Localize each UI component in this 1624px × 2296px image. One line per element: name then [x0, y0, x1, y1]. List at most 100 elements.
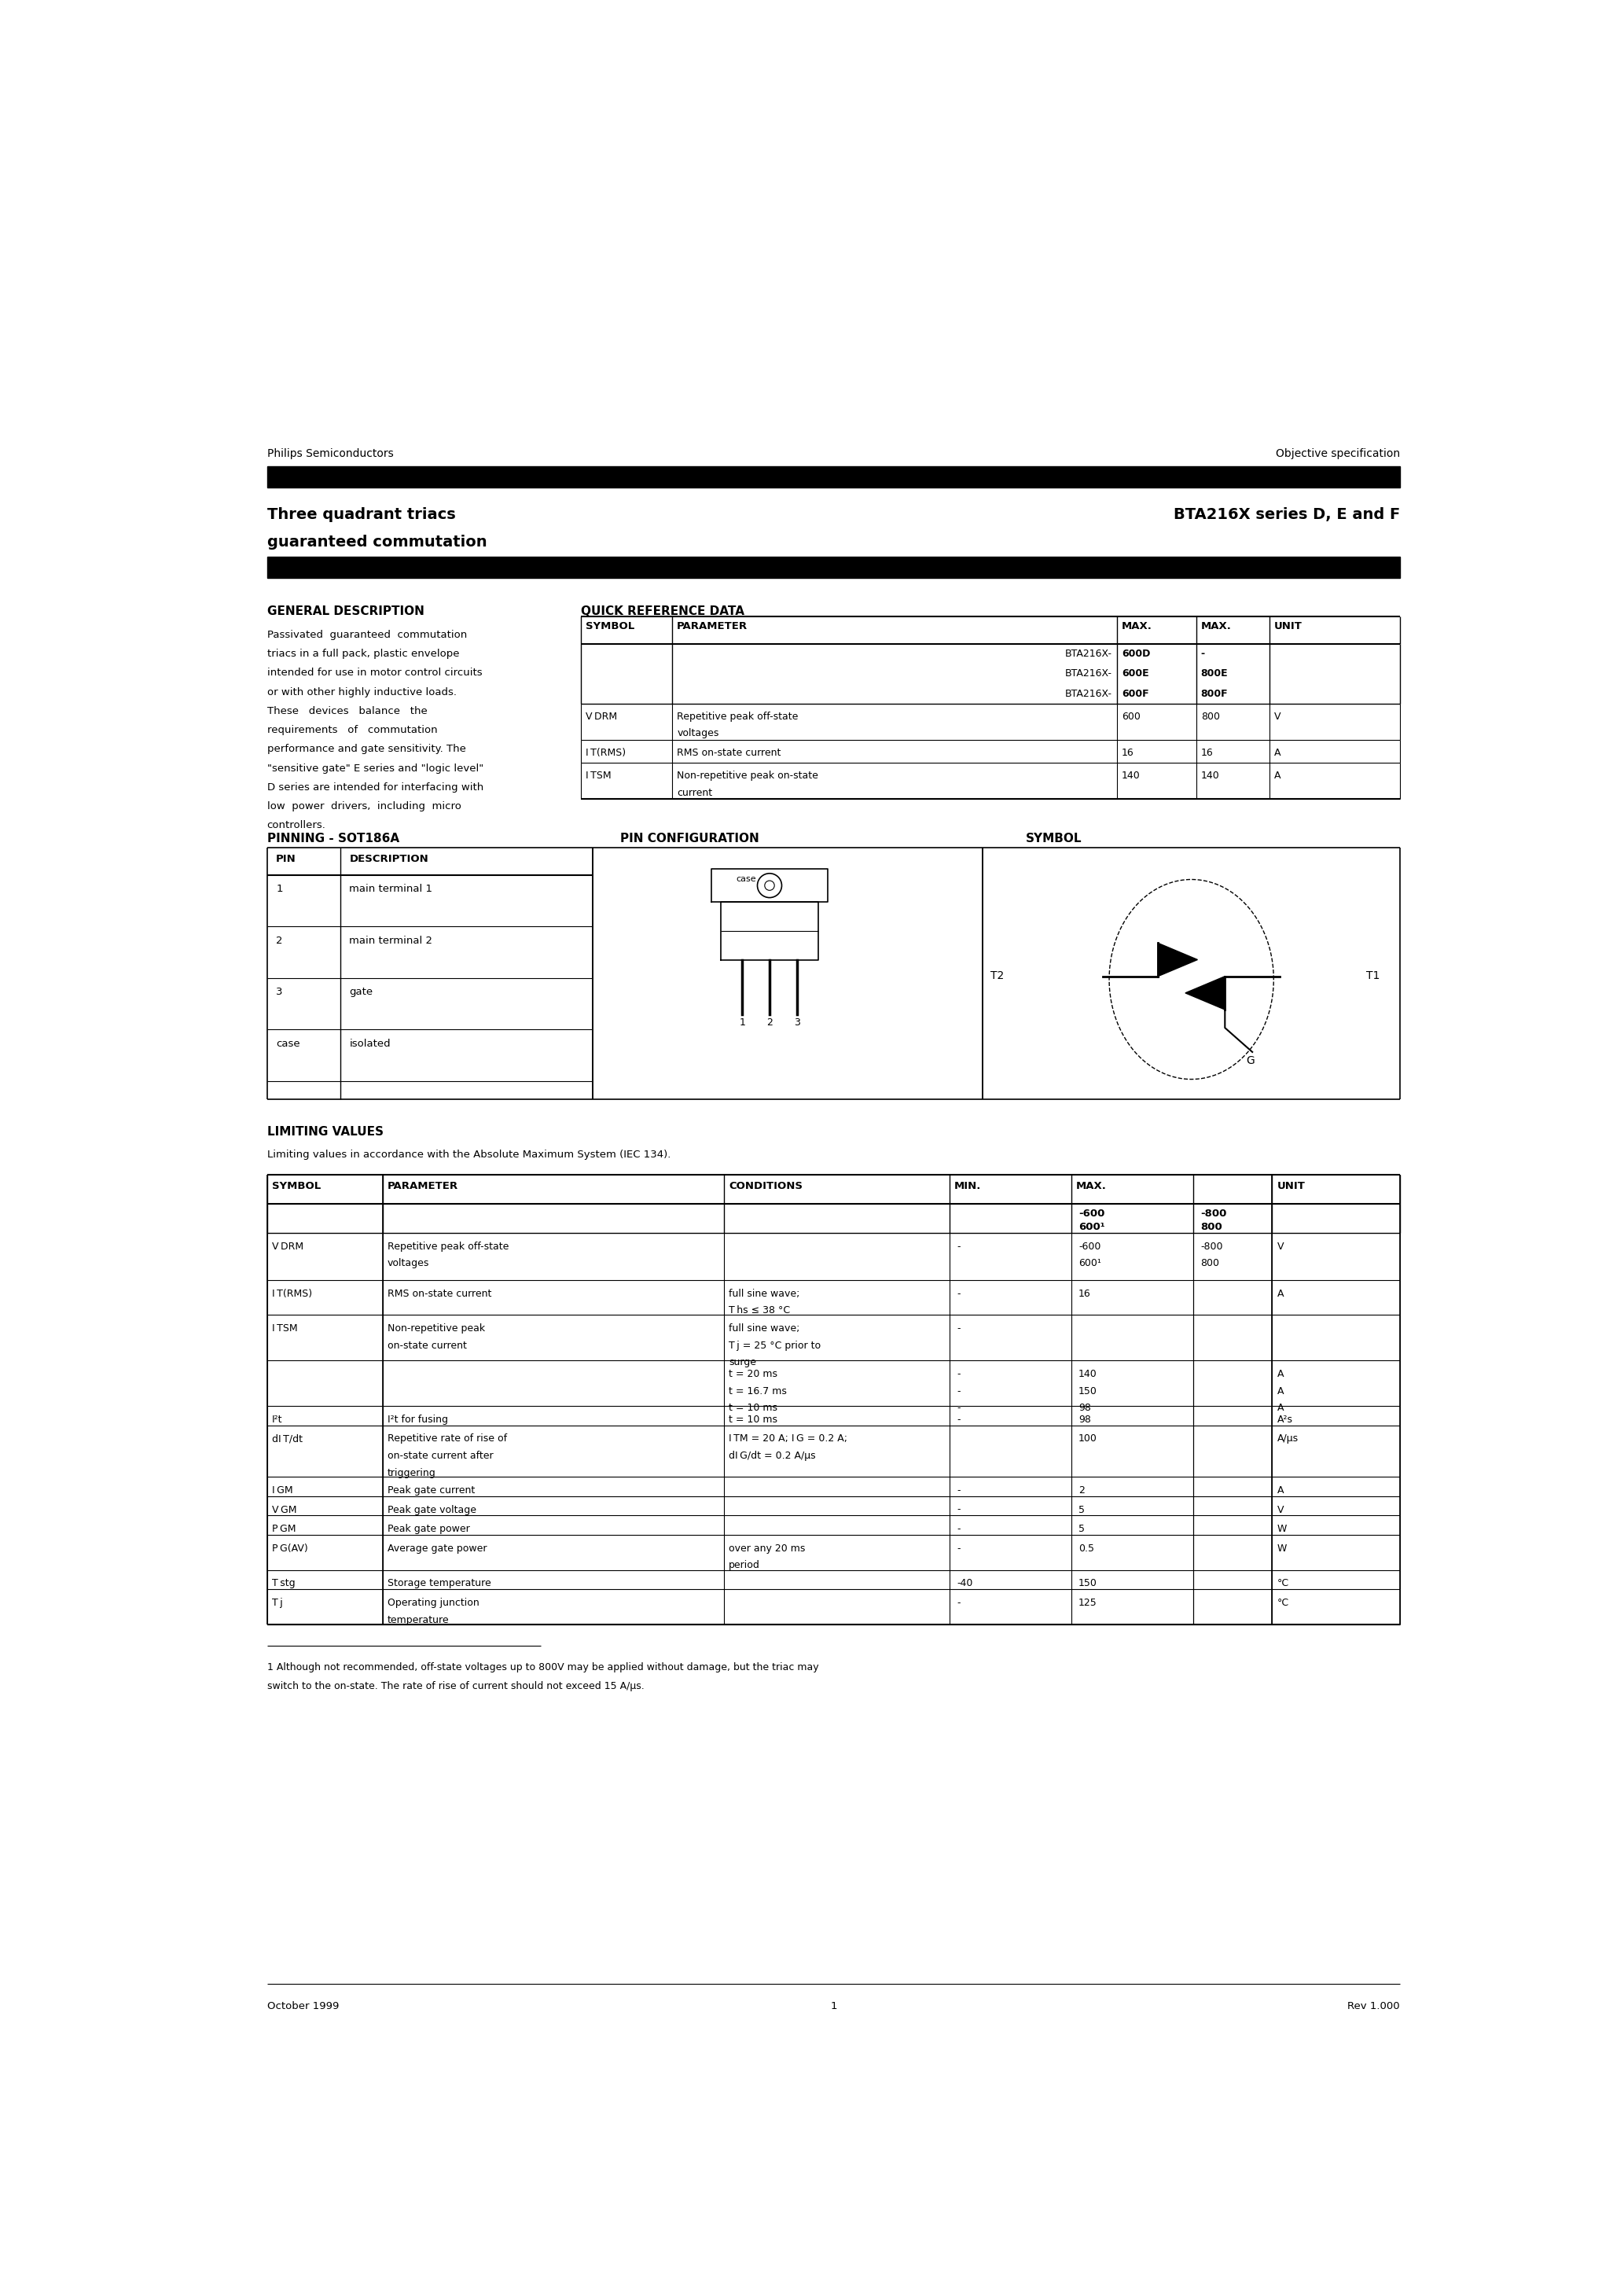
- Text: UNIT: UNIT: [1273, 622, 1302, 631]
- Text: 1: 1: [276, 884, 283, 893]
- Text: -800: -800: [1200, 1242, 1223, 1251]
- Text: A: A: [1276, 1403, 1283, 1412]
- Text: 600F: 600F: [1122, 689, 1148, 698]
- Text: SYMBOL: SYMBOL: [586, 622, 635, 631]
- Text: 800F: 800F: [1200, 689, 1228, 698]
- Text: Philips Semiconductors: Philips Semiconductors: [266, 448, 393, 459]
- Text: 140: 140: [1078, 1368, 1098, 1380]
- Text: 1 Although not recommended, off-state voltages up to 800V may be applied without: 1 Although not recommended, off-state vo…: [266, 1662, 818, 1674]
- Text: -: -: [957, 1288, 960, 1300]
- Text: -: -: [957, 1414, 960, 1424]
- Text: -: -: [957, 1368, 960, 1380]
- Text: 3: 3: [276, 987, 283, 996]
- Text: T j = 25 °C prior to: T j = 25 °C prior to: [729, 1341, 820, 1350]
- Text: -600: -600: [1078, 1208, 1104, 1219]
- Text: Repetitive peak off-state: Repetitive peak off-state: [677, 712, 799, 721]
- Text: t = 10 ms: t = 10 ms: [729, 1414, 778, 1424]
- Text: over any 20 ms: over any 20 ms: [729, 1543, 806, 1554]
- Text: or with other highly inductive loads.: or with other highly inductive loads.: [266, 687, 456, 698]
- Text: temperature: temperature: [388, 1614, 450, 1626]
- Text: 1: 1: [739, 1017, 745, 1026]
- Text: gate: gate: [349, 987, 374, 996]
- Text: I TM = 20 A; I G = 0.2 A;: I TM = 20 A; I G = 0.2 A;: [729, 1433, 848, 1444]
- Text: A: A: [1276, 1387, 1283, 1396]
- Text: I GM: I GM: [271, 1486, 292, 1495]
- Text: V DRM: V DRM: [586, 712, 617, 721]
- Text: full sine wave;: full sine wave;: [729, 1322, 799, 1334]
- Text: MAX.: MAX.: [1077, 1180, 1106, 1192]
- Text: 2: 2: [1078, 1486, 1085, 1495]
- Text: PINNING - SOT186A: PINNING - SOT186A: [266, 833, 400, 845]
- Text: T stg: T stg: [271, 1577, 296, 1589]
- Text: PARAMETER: PARAMETER: [677, 622, 747, 631]
- Text: case: case: [276, 1038, 300, 1049]
- Text: SYMBOL: SYMBOL: [1025, 833, 1082, 845]
- Text: 600D: 600D: [1122, 647, 1150, 659]
- Text: isolated: isolated: [349, 1038, 391, 1049]
- Text: 600¹: 600¹: [1078, 1258, 1101, 1267]
- Text: SYMBOL: SYMBOL: [271, 1180, 322, 1192]
- Text: main terminal 2: main terminal 2: [349, 934, 432, 946]
- Text: 800: 800: [1200, 712, 1220, 721]
- Text: -: -: [957, 1322, 960, 1334]
- Text: Limiting values in accordance with the Absolute Maximum System (IEC 134).: Limiting values in accordance with the A…: [266, 1150, 671, 1159]
- Text: 800: 800: [1200, 1258, 1220, 1267]
- Text: °C: °C: [1276, 1598, 1289, 1607]
- Text: P GM: P GM: [271, 1525, 296, 1534]
- Text: dI G/dt = 0.2 A/μs: dI G/dt = 0.2 A/μs: [729, 1451, 815, 1460]
- Text: case: case: [736, 875, 757, 882]
- Text: -: -: [957, 1525, 960, 1534]
- Text: main terminal 1: main terminal 1: [349, 884, 432, 893]
- Text: 5: 5: [1078, 1504, 1085, 1515]
- Text: voltages: voltages: [388, 1258, 429, 1267]
- Text: 2: 2: [767, 1017, 773, 1026]
- Text: Three quadrant triacs: Three quadrant triacs: [266, 507, 455, 521]
- Text: period: period: [729, 1561, 760, 1570]
- Text: Objective specification: Objective specification: [1276, 448, 1400, 459]
- Text: 600¹: 600¹: [1078, 1221, 1104, 1233]
- Text: controllers.: controllers.: [266, 820, 326, 831]
- Text: Repetitive peak off-state: Repetitive peak off-state: [388, 1242, 508, 1251]
- Text: on-state current after: on-state current after: [388, 1451, 494, 1460]
- Text: requirements   of   commutation: requirements of commutation: [266, 726, 437, 735]
- Text: -: -: [957, 1403, 960, 1412]
- Text: -: -: [957, 1486, 960, 1495]
- Text: CONDITIONS: CONDITIONS: [729, 1180, 802, 1192]
- Text: 2: 2: [276, 934, 283, 946]
- Text: T1: T1: [1366, 971, 1380, 980]
- Text: triacs in a full pack, plastic envelope: triacs in a full pack, plastic envelope: [266, 650, 460, 659]
- Text: A: A: [1273, 748, 1281, 758]
- Polygon shape: [1186, 976, 1224, 1010]
- Text: dI T/dt: dI T/dt: [271, 1433, 302, 1444]
- Text: LIMITING VALUES: LIMITING VALUES: [266, 1125, 383, 1139]
- Text: low  power  drivers,  including  micro: low power drivers, including micro: [266, 801, 461, 810]
- Text: PIN: PIN: [276, 854, 296, 863]
- Text: °C: °C: [1276, 1577, 1289, 1589]
- Text: triggering: triggering: [388, 1467, 437, 1479]
- Text: voltages: voltages: [677, 728, 719, 739]
- Text: 800E: 800E: [1200, 668, 1228, 680]
- Text: -: -: [957, 1242, 960, 1251]
- Text: T hs ≤ 38 °C: T hs ≤ 38 °C: [729, 1306, 791, 1316]
- Text: W: W: [1276, 1525, 1286, 1534]
- Text: V DRM: V DRM: [271, 1242, 304, 1251]
- Text: Operating junction: Operating junction: [388, 1598, 479, 1607]
- Text: These   devices   balance   the: These devices balance the: [266, 705, 427, 716]
- Text: RMS on-state current: RMS on-state current: [677, 748, 781, 758]
- Text: I TSM: I TSM: [271, 1322, 297, 1334]
- Text: 5: 5: [1078, 1525, 1085, 1534]
- Text: I²t: I²t: [271, 1414, 283, 1424]
- Text: 150: 150: [1078, 1577, 1098, 1589]
- Text: A: A: [1276, 1486, 1283, 1495]
- Text: -: -: [957, 1543, 960, 1554]
- Text: D series are intended for interfacing with: D series are intended for interfacing wi…: [266, 783, 484, 792]
- Text: -: -: [957, 1387, 960, 1396]
- Text: PIN CONFIGURATION: PIN CONFIGURATION: [620, 833, 760, 845]
- Text: surge: surge: [729, 1357, 757, 1368]
- Text: I TSM: I TSM: [586, 771, 611, 781]
- Text: 16: 16: [1122, 748, 1134, 758]
- Text: intended for use in motor control circuits: intended for use in motor control circui…: [266, 668, 482, 677]
- Text: DESCRIPTION: DESCRIPTION: [349, 854, 429, 863]
- Text: 600: 600: [1122, 712, 1140, 721]
- Text: "sensitive gate" E series and "logic level": "sensitive gate" E series and "logic lev…: [266, 762, 484, 774]
